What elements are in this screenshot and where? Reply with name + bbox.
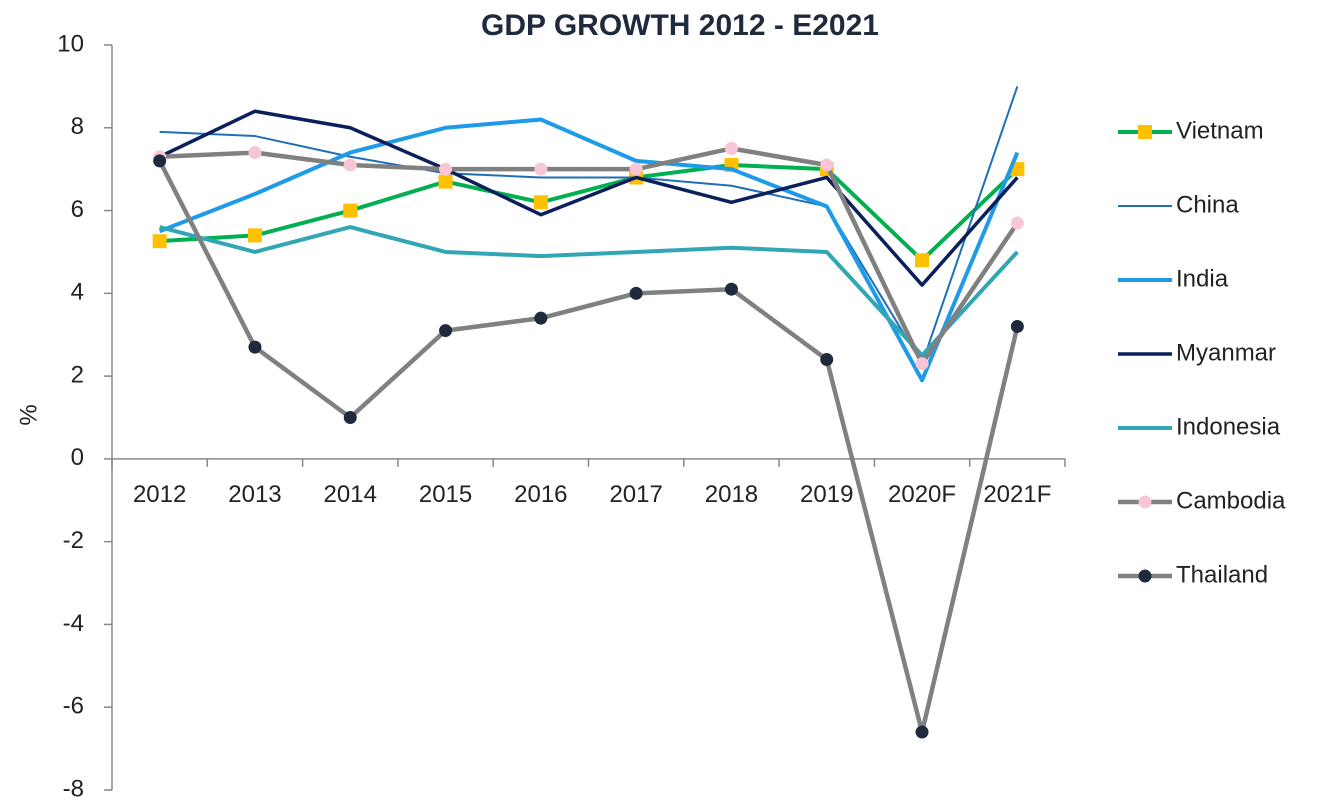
- legend-label: China: [1176, 191, 1239, 218]
- y-tick-label: 10: [57, 30, 84, 57]
- legend-label: India: [1176, 265, 1229, 292]
- series-line: [159, 86, 1019, 365]
- legend-label: Indonesia: [1176, 413, 1281, 440]
- marker: [534, 162, 548, 176]
- marker: [438, 174, 453, 189]
- marker: [820, 353, 834, 367]
- chart-title: GDP GROWTH 2012 - E2021: [481, 9, 879, 42]
- marker: [724, 141, 738, 155]
- y-tick-label: -4: [63, 610, 84, 637]
- x-tick-label: 2019: [800, 481, 853, 508]
- y-tick-label: 2: [71, 361, 84, 388]
- marker: [915, 253, 930, 268]
- marker: [1138, 569, 1152, 583]
- marker: [1010, 319, 1024, 333]
- marker: [439, 324, 453, 338]
- marker: [915, 357, 929, 371]
- y-tick-label: 0: [71, 444, 84, 471]
- legend-label: Cambodia: [1176, 487, 1286, 514]
- series-line: [159, 163, 1019, 263]
- marker: [247, 228, 262, 243]
- marker: [820, 158, 834, 172]
- marker: [1138, 125, 1152, 139]
- series-line: [159, 146, 1020, 366]
- marker: [248, 340, 262, 354]
- marker: [343, 158, 357, 172]
- series-line: [157, 159, 1020, 735]
- y-tick-label: 8: [71, 113, 84, 140]
- y-axis-label: %: [15, 404, 42, 425]
- x-tick-label: 2016: [514, 481, 567, 508]
- marker: [915, 725, 929, 739]
- y-tick-label: 4: [71, 279, 84, 306]
- series-line: [158, 109, 1019, 287]
- x-tick-label: 2014: [324, 481, 377, 508]
- y-tick-label: 6: [71, 196, 84, 223]
- marker: [343, 411, 357, 424]
- legend-label: Thailand: [1176, 561, 1268, 588]
- series-line: [159, 225, 1019, 358]
- x-tick-label: 2017: [609, 481, 662, 508]
- y-tick-label: -8: [63, 775, 84, 802]
- marker: [153, 154, 167, 168]
- y-tick-label: -2: [63, 527, 84, 554]
- marker: [534, 311, 548, 325]
- marker: [629, 162, 643, 176]
- series-line: [158, 117, 1020, 383]
- x-tick-label: 2021F: [983, 481, 1051, 508]
- x-tick-label: 2013: [228, 481, 281, 508]
- marker: [152, 234, 167, 249]
- x-tick-label: 2012: [133, 481, 186, 508]
- marker: [248, 146, 262, 160]
- marker: [533, 195, 548, 210]
- marker: [629, 286, 643, 300]
- legend-label: Myanmar: [1176, 339, 1276, 366]
- x-tick-label: 2015: [419, 481, 472, 508]
- y-tick-label: -6: [63, 693, 84, 720]
- marker: [343, 203, 358, 218]
- marker: [1010, 216, 1024, 230]
- marker: [1138, 495, 1152, 509]
- legend-label: Vietnam: [1176, 117, 1264, 144]
- x-tick-label: 2020F: [888, 481, 956, 508]
- marker: [724, 282, 738, 296]
- marker: [439, 162, 453, 176]
- x-tick-label: 2018: [705, 481, 758, 508]
